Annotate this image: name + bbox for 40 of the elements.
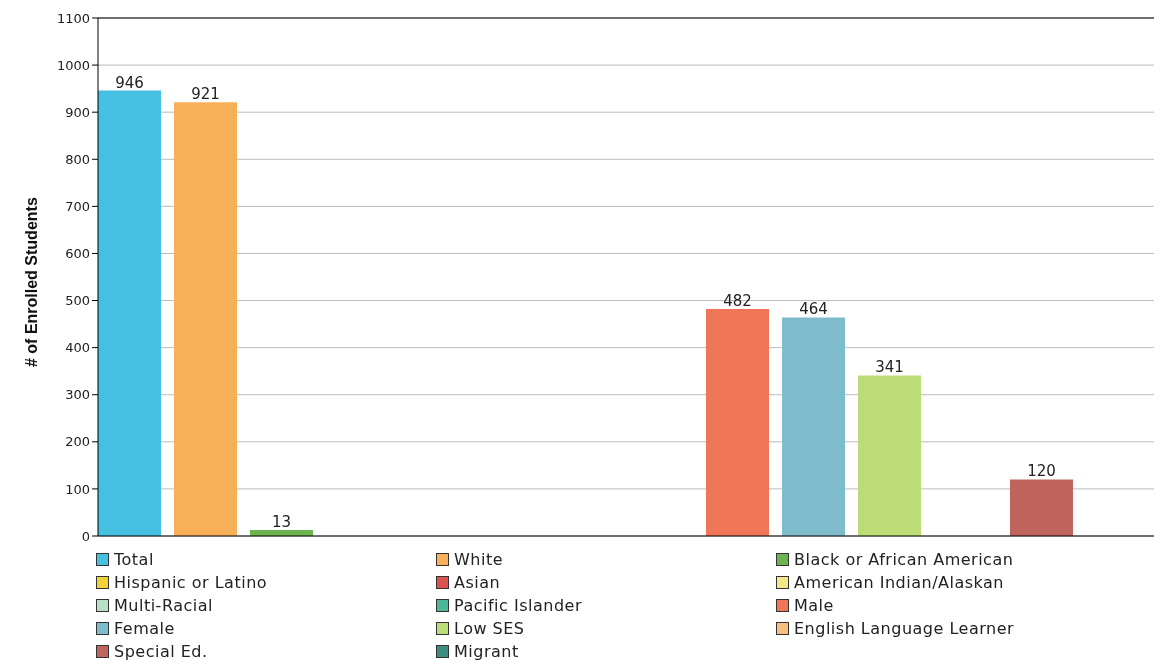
- y-tick-label: 0: [81, 528, 90, 544]
- data-label: 946: [115, 73, 144, 92]
- legend-label: Multi-Racial: [114, 596, 213, 615]
- y-tick-label: 1100: [56, 10, 90, 26]
- legend-label: Low SES: [454, 619, 525, 638]
- legend-label: Pacific Islander: [454, 596, 582, 615]
- y-tick-label: 500: [65, 293, 90, 309]
- data-label: 120: [1027, 462, 1056, 481]
- data-label: 482: [723, 292, 752, 311]
- bar: [98, 90, 161, 536]
- data-label: 464: [799, 300, 828, 319]
- legend-label: English Language Learner: [794, 619, 1015, 638]
- data-label: 13: [271, 512, 292, 531]
- y-tick-label: 200: [65, 434, 90, 450]
- bar: [174, 102, 237, 536]
- legend-label: Hispanic or Latino: [114, 573, 268, 592]
- legend-label: Total: [114, 550, 154, 569]
- data-label: 921: [191, 85, 220, 104]
- bar: [706, 309, 769, 536]
- y-tick-label: 700: [65, 198, 90, 214]
- y-tick-label: 900: [65, 104, 90, 120]
- y-tick-label: 600: [65, 246, 90, 262]
- legend-label: White: [454, 550, 504, 569]
- legend-label: American Indian/Alaskan: [794, 573, 1004, 592]
- legend-label: Male: [794, 596, 834, 615]
- y-axis-title: # of Enrolled Students: [22, 197, 40, 367]
- legend-label: Migrant: [454, 642, 519, 661]
- legend-label: Special Ed.: [114, 642, 208, 661]
- y-tick-label: 300: [65, 387, 90, 403]
- y-tick-label: 1000: [56, 57, 90, 73]
- bar: [858, 375, 921, 536]
- legend-label: Female: [114, 619, 175, 638]
- legend-label: Asian: [454, 573, 501, 592]
- bar: [782, 317, 845, 536]
- bar: [1010, 479, 1073, 536]
- y-tick-label: 800: [65, 151, 90, 167]
- legend-label: Black or African American: [794, 550, 1014, 569]
- y-tick-label: 400: [65, 340, 90, 356]
- y-tick-label: 100: [65, 481, 90, 497]
- data-label: 341: [875, 358, 904, 377]
